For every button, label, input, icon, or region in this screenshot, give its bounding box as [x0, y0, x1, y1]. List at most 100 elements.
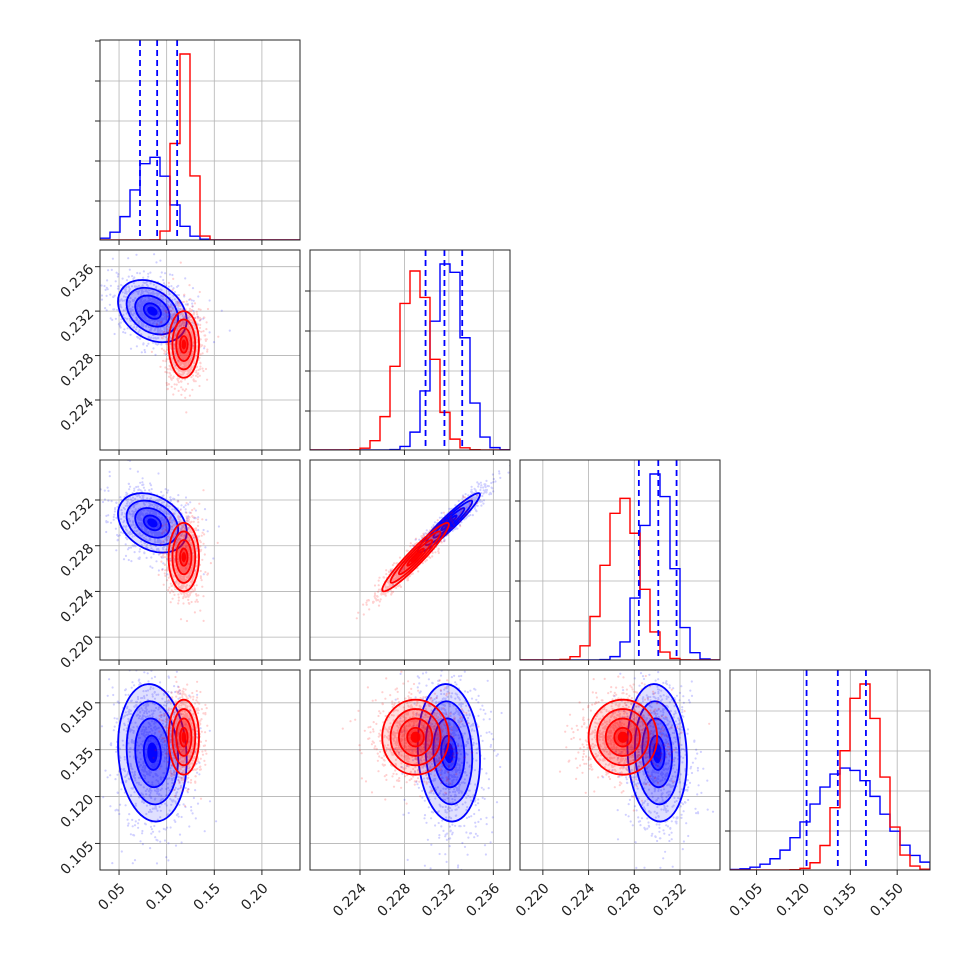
contour-line — [134, 294, 171, 328]
contour-line — [381, 521, 450, 593]
panel-1-0 — [95, 249, 301, 455]
contour-line — [171, 530, 197, 584]
scatter-red — [558, 674, 711, 812]
contour-line — [432, 717, 466, 789]
contour-line — [167, 521, 200, 593]
contour-line — [397, 717, 434, 757]
panel-2-2 — [515, 459, 721, 665]
contour-line — [117, 279, 188, 344]
contour-line — [179, 547, 189, 567]
panel-3-2 — [519, 669, 721, 875]
x-tick-label: 0.232 — [650, 880, 690, 920]
contour-line — [587, 698, 659, 776]
contour-line — [633, 700, 681, 806]
y-tick-label: 0.232 — [58, 306, 98, 346]
contour-line — [175, 539, 193, 576]
contour-line — [596, 708, 650, 767]
panel-frame — [729, 669, 931, 871]
contour-line — [440, 734, 458, 771]
panel-frame — [309, 249, 511, 451]
contour-line — [167, 310, 200, 379]
y-tick-label: 0.228 — [58, 541, 98, 581]
contour-line — [134, 507, 171, 539]
y-tick-label: 0.236 — [58, 262, 98, 302]
panel-3-3 — [725, 669, 931, 875]
panel-frame — [99, 459, 301, 661]
contour-line — [604, 717, 641, 757]
density-core — [147, 518, 158, 528]
x-tick-label: 0.224 — [559, 880, 599, 920]
contour-line — [117, 492, 188, 554]
contour-line — [641, 717, 673, 789]
contour-line — [406, 547, 425, 567]
contour-line — [424, 499, 474, 547]
x-tick-label: 0.105 — [727, 880, 767, 920]
contour-line — [171, 318, 197, 371]
contour-line — [142, 734, 162, 771]
density-core — [410, 731, 421, 743]
panel-frame — [99, 39, 301, 241]
density-core — [652, 742, 662, 764]
y-tick-label: 0.120 — [58, 792, 98, 832]
x-tick-label: 0.236 — [463, 880, 503, 920]
panel-3-0 — [95, 669, 301, 875]
contour-line — [171, 708, 197, 767]
contour-line — [167, 698, 200, 776]
y-tick-label: 0.228 — [58, 351, 98, 391]
y-tick-label: 0.105 — [58, 838, 98, 878]
x-tick-label: 0.05 — [95, 880, 128, 913]
panel-1-1 — [305, 249, 511, 455]
density-core — [444, 742, 454, 764]
density-core — [181, 339, 187, 350]
density-core — [181, 552, 187, 563]
contour-line — [175, 326, 193, 363]
y-tick-label: 0.220 — [58, 632, 98, 672]
density-core — [181, 731, 187, 743]
x-tick-label: 0.20 — [238, 880, 271, 913]
contour-line — [432, 507, 466, 539]
y-tick-label: 0.232 — [58, 495, 98, 535]
contour-line — [381, 698, 450, 776]
histogram-blue — [100, 156, 300, 240]
histogram-red — [100, 53, 300, 240]
panel-frame — [309, 669, 511, 871]
panel-frame — [309, 459, 511, 661]
contour-line — [179, 335, 189, 354]
contour-line — [142, 302, 162, 320]
histogram-blue — [520, 473, 720, 660]
contour-line — [117, 683, 188, 823]
y-tick-label: 0.150 — [58, 698, 98, 738]
x-tick-label: 0.228 — [604, 880, 644, 920]
contour-line — [397, 539, 434, 576]
panel-frame — [519, 669, 721, 871]
x-tick-label: 0.228 — [375, 880, 415, 920]
panel-3-1 — [309, 669, 511, 875]
x-tick-label: 0.10 — [143, 880, 176, 913]
y-tick-label: 0.224 — [58, 586, 98, 626]
panel-2-1 — [309, 459, 511, 665]
panel-frame — [519, 459, 721, 661]
contour-line — [175, 717, 193, 757]
density-core — [617, 731, 628, 743]
contour-line — [179, 726, 189, 748]
x-tick-label: 0.120 — [774, 880, 814, 920]
y-tick-label: 0.135 — [58, 745, 98, 785]
contour-line — [424, 700, 474, 806]
contour-line — [416, 683, 481, 823]
contour-line — [389, 530, 442, 584]
contour-line — [142, 514, 162, 532]
x-tick-label: 0.135 — [820, 880, 860, 920]
contour-line — [613, 726, 633, 748]
y-tick-label: 0.224 — [58, 395, 98, 435]
x-tick-label: 0.220 — [513, 880, 553, 920]
panel-0-0 — [95, 39, 301, 245]
x-tick-label: 0.224 — [330, 880, 370, 920]
x-tick-label: 0.150 — [867, 880, 907, 920]
x-tick-label: 0.15 — [191, 880, 224, 913]
panel-frame — [99, 249, 301, 451]
panel-2-0 — [95, 459, 301, 665]
contour-line — [440, 514, 458, 532]
panel-frame — [99, 669, 301, 871]
density-core — [410, 552, 421, 563]
